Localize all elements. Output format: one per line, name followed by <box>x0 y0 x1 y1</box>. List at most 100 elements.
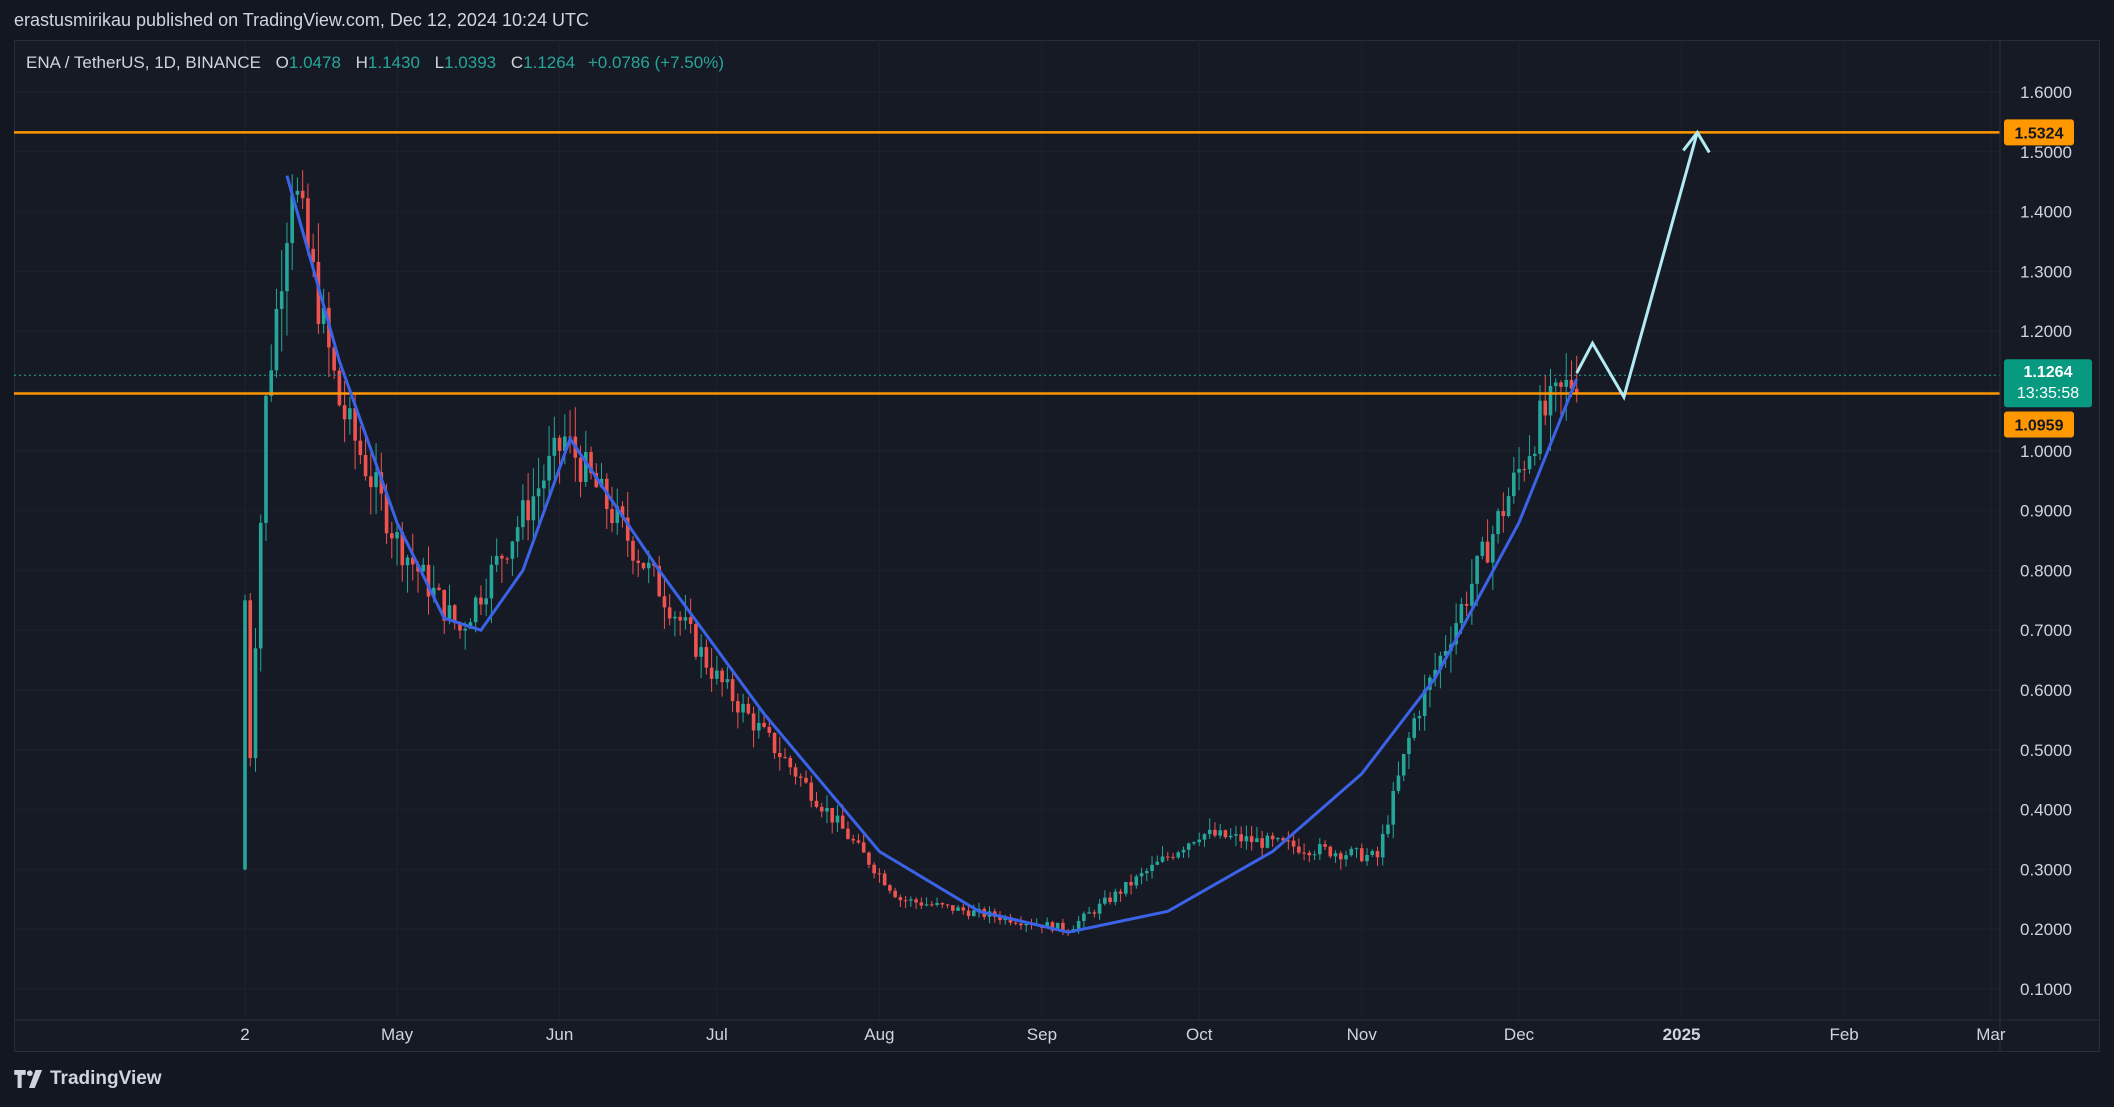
candle-body <box>1407 737 1411 755</box>
candle-body <box>1365 854 1369 862</box>
cup-pattern-curve[interactable] <box>285 175 1579 934</box>
candle-body <box>1396 775 1401 791</box>
candle-body <box>1082 913 1086 921</box>
candle-body <box>1338 853 1343 860</box>
candle-body <box>709 667 714 679</box>
projection-arrow-path[interactable] <box>1575 131 1699 401</box>
candle-body <box>1265 835 1270 848</box>
candle-body <box>316 261 321 324</box>
candle-body <box>625 517 630 541</box>
candle-body <box>1260 838 1264 848</box>
low-value: 1.0393 <box>444 53 497 72</box>
time-tick-label: Aug <box>864 1025 894 1044</box>
time-axis[interactable]: 2 May Jun Jul Aug Sep Oct Nov Dec 2025 Feb Mar <box>240 1025 2006 1044</box>
change-value: +0.0786 (+7.50%) <box>587 53 724 72</box>
candle-body <box>945 904 950 906</box>
candle-body <box>861 842 866 853</box>
candles <box>243 170 1579 937</box>
candle-body <box>877 873 882 875</box>
candle-body <box>1228 835 1233 838</box>
candle-body <box>295 190 300 195</box>
candle-body <box>1359 848 1364 862</box>
candle-body <box>1213 829 1217 836</box>
candle-body <box>667 607 672 619</box>
candle-body <box>772 732 777 753</box>
candle-body <box>306 198 310 249</box>
price-tick-label: 0.8000 <box>2020 561 2072 580</box>
candle-body <box>1155 861 1160 865</box>
symbol-legend[interactable]: ENA / TetherUS, 1D, BINANCE O1.0478 H1.1… <box>26 53 724 73</box>
candle-body <box>631 540 635 561</box>
time-tick-label: Nov <box>1347 1025 1378 1044</box>
chart-pane[interactable] <box>14 40 2100 1052</box>
candle-body <box>1249 836 1254 843</box>
price-tick-label: 0.9000 <box>2020 502 2072 521</box>
high-value: 1.1430 <box>367 53 420 72</box>
candle-body <box>1019 923 1023 926</box>
candle-body <box>447 605 452 621</box>
candle-body <box>431 587 436 597</box>
candle-body <box>636 560 641 563</box>
candle-body <box>715 670 719 679</box>
candle-body <box>437 587 441 590</box>
candle-body <box>395 532 399 539</box>
candle-body <box>1422 689 1427 717</box>
price-tick-label: 0.6000 <box>2020 681 2072 700</box>
candle-body <box>840 815 845 829</box>
symbol-label[interactable]: ENA / TetherUS, 1D, BINANCE <box>26 53 261 72</box>
candle-body <box>951 905 955 911</box>
candle-body <box>1139 873 1144 877</box>
candle-body <box>1124 882 1128 894</box>
candle-body <box>342 405 347 420</box>
candle-body <box>903 900 908 902</box>
candle-body <box>1532 453 1537 457</box>
candle-body <box>458 622 462 631</box>
candle-body <box>1202 834 1207 840</box>
candle-body <box>1548 385 1553 416</box>
candle-body <box>798 776 803 778</box>
candle-body <box>809 782 814 801</box>
candle-body <box>583 452 588 482</box>
candle-body <box>563 436 567 451</box>
time-tick-label: Feb <box>1829 1025 1858 1044</box>
candle-body <box>1150 864 1154 872</box>
candle-body <box>274 308 279 371</box>
candle-body <box>1370 851 1375 855</box>
candle-body <box>930 904 934 906</box>
candle-body <box>321 307 326 324</box>
candle-body <box>1013 922 1018 924</box>
candle-body <box>909 899 913 901</box>
candle-body <box>746 703 751 714</box>
candle-body <box>699 647 703 657</box>
candle-body <box>1459 603 1464 624</box>
candle-body <box>1291 840 1296 847</box>
candle-body <box>720 670 724 683</box>
candle-body <box>332 347 336 371</box>
candle-body <box>1281 838 1285 841</box>
candle-body <box>1538 400 1542 454</box>
candle-body <box>1433 669 1437 678</box>
candle-body <box>615 506 620 524</box>
candle-body <box>421 564 426 572</box>
candle-body <box>1559 382 1563 387</box>
time-tick-label: Mar <box>1976 1025 2006 1044</box>
candle-body <box>1055 922 1060 931</box>
candle-body <box>673 616 677 619</box>
candle-body <box>243 600 247 870</box>
candle-body <box>1501 511 1506 517</box>
time-tick-label: May <box>381 1025 414 1044</box>
candle-body <box>1181 849 1186 853</box>
candle-body <box>1443 651 1448 656</box>
time-tick-label: Oct <box>1186 1025 1213 1044</box>
candle-body <box>872 864 876 874</box>
candle-body <box>825 807 829 812</box>
tradingview-brand[interactable]: TradingView <box>14 1068 162 1090</box>
candle-body <box>919 902 924 906</box>
price-axis[interactable]: 1.60001.50001.40001.30001.20001.10001.00… <box>2020 83 2072 999</box>
price-tick-label: 1.3000 <box>2020 262 2072 281</box>
candle-body <box>1118 891 1123 894</box>
candle-body <box>1061 922 1065 931</box>
candle-body <box>358 440 363 456</box>
candle-body <box>966 910 971 917</box>
